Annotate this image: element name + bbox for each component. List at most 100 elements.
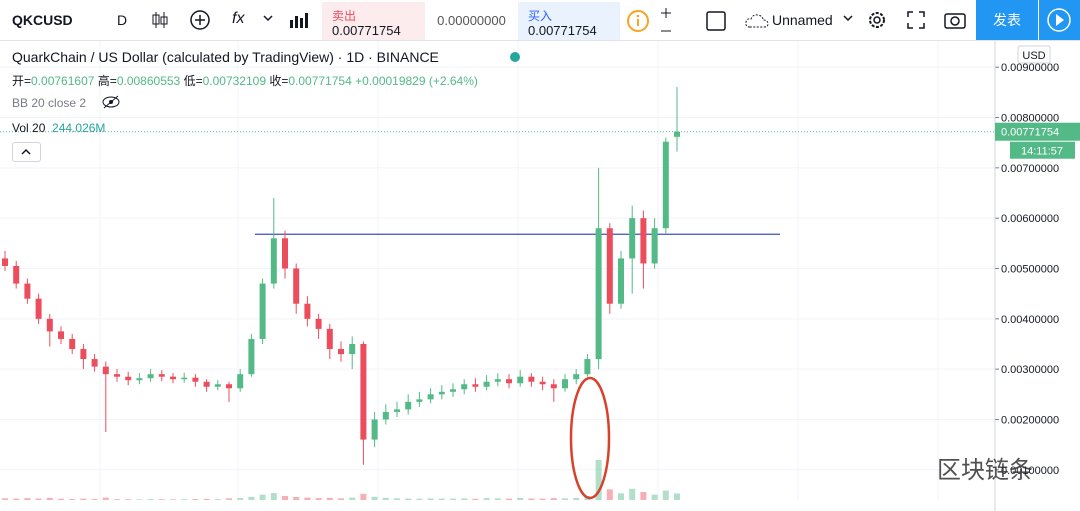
low-value: 0.00732109 <box>202 74 266 88</box>
volume-bar <box>80 498 87 500</box>
candle-body <box>259 283 266 339</box>
symbol[interactable]: QKCUSD <box>12 12 73 28</box>
candle-body <box>114 374 120 377</box>
candle-body <box>483 381 490 387</box>
candle-body <box>282 238 288 269</box>
candle-body <box>562 379 568 389</box>
candle-body <box>214 384 221 387</box>
volume-bar <box>102 497 109 500</box>
volume-bar <box>573 497 580 500</box>
volume-bar <box>405 498 412 500</box>
hidden-icon[interactable] <box>101 95 121 109</box>
candle-body <box>662 141 669 229</box>
compare-icon[interactable] <box>189 9 211 31</box>
candle-body <box>13 265 20 284</box>
volume-bar <box>181 499 188 500</box>
toolbar: QKCUSD D fx 卖出 0.00771754 0.00000000 买入 … <box>0 0 1080 41</box>
currency-label: USD <box>1022 50 1045 62</box>
spread: 0.00000000 <box>437 13 506 28</box>
templates-icon[interactable] <box>288 10 310 30</box>
volume-bar <box>618 493 624 500</box>
volume-bar <box>259 494 266 500</box>
y-tick-label: 0.00500000 <box>1001 263 1059 275</box>
market-status <box>510 52 520 62</box>
vol-label: Vol 20 <box>12 121 46 135</box>
candle-body <box>528 376 535 382</box>
plus-minus[interactable] <box>656 3 676 39</box>
collapse-button[interactable] <box>12 142 41 162</box>
annotation-ellipse <box>569 376 611 500</box>
candle-body <box>248 338 255 375</box>
volume-bar <box>192 499 199 500</box>
volume-bar <box>595 460 602 500</box>
cloud-icon[interactable] <box>744 12 770 30</box>
candle-body <box>450 389 456 392</box>
collapse-icon <box>21 148 31 155</box>
candle-body <box>24 283 31 299</box>
candle-body <box>360 343 367 440</box>
candle-body <box>349 343 356 355</box>
volume-bar <box>427 498 434 500</box>
bb-legend: BB 20 close 2 <box>12 96 87 110</box>
volume-bar <box>517 497 524 500</box>
chart-type-icon[interactable] <box>150 10 170 30</box>
volume-bar <box>46 497 53 500</box>
candle-body <box>170 376 176 380</box>
volume-bar <box>651 494 658 500</box>
indicators-button[interactable]: fx <box>232 10 245 27</box>
change: +0.00019829 (+2.64%) <box>355 74 478 88</box>
volume-bar <box>203 498 210 500</box>
candle-body <box>315 318 322 329</box>
volume-bar <box>125 499 132 500</box>
candle-body <box>550 384 557 389</box>
candle-body <box>394 409 400 412</box>
volume-bar <box>282 496 288 500</box>
countdown-label: 14:11:57 <box>1021 146 1063 158</box>
volume-bar <box>13 498 20 500</box>
open-value: 0.00761607 <box>31 74 95 88</box>
volume-bar <box>382 497 389 500</box>
sell-button[interactable]: 卖出 0.00771754 <box>322 2 425 40</box>
snapshot-icon[interactable] <box>943 9 967 31</box>
candle-body <box>472 384 479 387</box>
high-label: 高 <box>97 74 110 88</box>
volume-bar <box>506 498 512 500</box>
close-label: 收 <box>269 74 282 88</box>
layout-name[interactable]: Unnamed <box>772 12 833 28</box>
volume-bar <box>550 498 557 500</box>
volume-bar <box>248 496 255 500</box>
volume-bar <box>371 496 378 500</box>
volume-bar <box>539 498 546 500</box>
candle-body <box>651 228 658 264</box>
volume-bar <box>450 498 456 500</box>
buy-button[interactable]: 买入 0.00771754 <box>518 2 620 40</box>
volume-bar <box>629 488 636 500</box>
high-value: 0.00860553 <box>116 74 181 88</box>
square-icon[interactable] <box>705 10 727 32</box>
currency-box <box>1017 45 1051 64</box>
candle-body <box>338 349 344 355</box>
candle-body <box>237 374 244 389</box>
candle-body <box>326 328 333 350</box>
settings-icon[interactable] <box>866 9 888 31</box>
candle-body <box>102 366 109 375</box>
candle-body <box>69 338 76 350</box>
interval[interactable]: D <box>117 12 128 28</box>
dropdown-icon[interactable] <box>262 14 274 24</box>
volume-bar <box>315 498 322 500</box>
candle-body <box>192 377 199 382</box>
candle-body <box>125 376 132 381</box>
buy-label: 买入 <box>528 9 553 23</box>
info-icon[interactable] <box>626 9 650 33</box>
watermark: 区块链条 <box>937 457 1033 484</box>
volume-bar <box>293 497 300 500</box>
volume-bar <box>640 492 647 500</box>
volume-bar <box>674 493 680 500</box>
dropdown-icon[interactable] <box>842 14 854 24</box>
candle-body <box>203 381 210 387</box>
fullscreen-icon[interactable] <box>905 9 927 31</box>
play-button[interactable] <box>1039 0 1080 40</box>
vol-legend: Vol 20 244.026M <box>12 121 105 135</box>
publish-button[interactable]: 发表 <box>976 0 1038 40</box>
